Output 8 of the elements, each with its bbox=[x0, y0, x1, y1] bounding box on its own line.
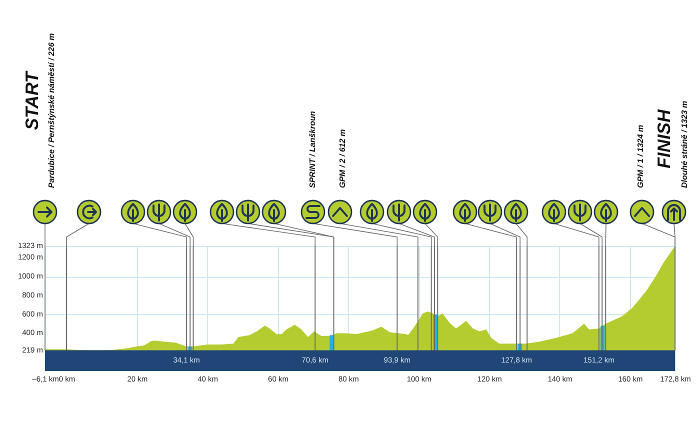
text: SPRINT / Lanškroun bbox=[308, 110, 317, 188]
text: Pardubice / Pernštýnské náměstí / 226 m bbox=[47, 33, 56, 188]
text: GPM / 2 / 612 m bbox=[338, 129, 347, 188]
text: FINISH bbox=[654, 108, 674, 169]
text: GPM / 1 / 1324 m bbox=[636, 124, 645, 188]
text: Dlouhé stráně / 1323 m bbox=[680, 100, 689, 188]
bar bbox=[330, 335, 334, 350]
text: START bbox=[22, 70, 42, 130]
